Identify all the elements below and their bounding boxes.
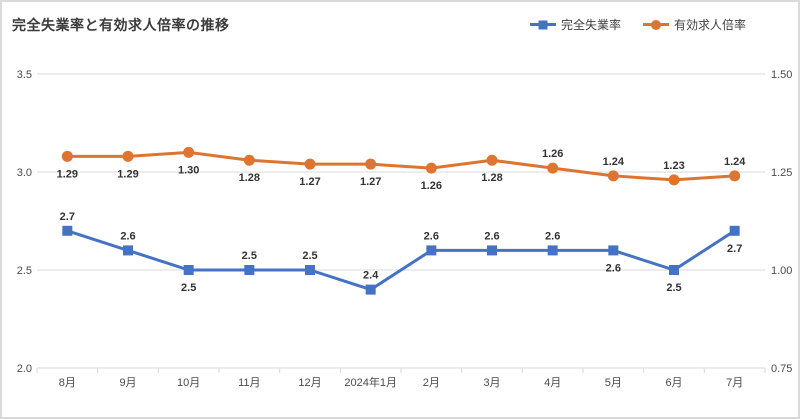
data-point-marker — [123, 245, 133, 256]
data-point-marker — [243, 154, 255, 166]
x-axis-category-label: 5月 — [605, 377, 622, 389]
x-axis-category-label: 8月 — [59, 377, 76, 389]
data-point-marker — [183, 146, 195, 158]
data-label: 2.5 — [666, 282, 681, 294]
series-line-有効求人倍率 — [67, 150, 735, 182]
data-label: 1.24 — [724, 156, 746, 168]
data-point-marker — [183, 265, 194, 275]
legend-item-job-ratio: 有効求人倍率 — [642, 16, 746, 33]
data-label: 2.6 — [484, 230, 499, 242]
data-point-marker — [365, 158, 377, 170]
data-point-marker — [729, 170, 741, 182]
data-label: 2.7 — [60, 211, 75, 223]
left-axis-tick-label: 3.5 — [17, 69, 32, 81]
data-point-marker — [365, 284, 376, 295]
x-axis-category-label: 10月 — [177, 377, 200, 389]
series-line-完全失業率 — [66, 229, 736, 292]
data-point-marker — [305, 265, 315, 275]
data-point-marker — [729, 225, 740, 236]
data-point-marker — [607, 170, 619, 182]
data-label: 1.29 — [117, 168, 138, 180]
x-axis-category-label: 4月 — [544, 377, 561, 389]
right-axis-tick-label: 0.75 — [771, 363, 792, 375]
legend-item-unemployment: 完全失業率 — [529, 16, 621, 33]
data-label: 2.6 — [424, 230, 439, 242]
data-label: 1.30 — [178, 164, 199, 176]
data-point-marker — [244, 265, 255, 275]
x-axis-category-label: 2月 — [423, 377, 440, 389]
data-label: 2.5 — [181, 282, 196, 294]
unemployment-line-square-icon — [529, 19, 556, 30]
data-label: 2.4 — [363, 270, 379, 282]
data-label: 1.28 — [481, 172, 502, 184]
x-axis-category-label: 6月 — [665, 377, 682, 389]
data-point-marker — [304, 158, 316, 170]
x-axis-category-label: 7月 — [726, 377, 743, 389]
data-label: 1.24 — [603, 156, 625, 168]
legend-label-job-ratio: 有効求人倍率 — [673, 18, 746, 32]
data-point-marker — [62, 225, 73, 236]
data-label: 2.7 — [727, 243, 742, 255]
data-point-marker — [122, 150, 134, 162]
right-axis-tick-label: 1.50 — [771, 69, 792, 81]
data-label: 2.6 — [120, 230, 135, 242]
data-label: 2.6 — [545, 230, 560, 242]
data-label: 2.5 — [302, 250, 317, 262]
data-label: 1.29 — [57, 168, 78, 180]
data-point-marker — [425, 162, 437, 174]
left-axis-tick-label: 2.0 — [17, 363, 32, 375]
data-point-marker — [608, 245, 619, 256]
data-point-marker — [426, 245, 437, 256]
data-label: 2.6 — [606, 262, 621, 274]
left-axis-tick-label: 3.0 — [17, 167, 32, 179]
data-point-marker — [547, 162, 559, 174]
data-label: 1.23 — [663, 160, 684, 172]
x-axis-category-label: 3月 — [483, 377, 500, 389]
right-axis-tick-label: 1.25 — [771, 167, 792, 179]
data-label: 1.28 — [239, 172, 260, 184]
right-axis-tick-label: 1.00 — [771, 265, 792, 277]
data-point-marker — [547, 245, 558, 256]
data-label: 1.27 — [360, 176, 381, 188]
data-label: 1.26 — [421, 180, 442, 192]
data-point-marker — [668, 174, 680, 186]
data-label: 2.5 — [242, 250, 257, 262]
data-point-marker — [487, 245, 497, 256]
x-axis-category-label: 2024年1月 — [344, 375, 397, 389]
data-point-marker — [669, 265, 679, 275]
chart-title: 完全失業率と有効求人倍率の推移 — [12, 17, 230, 33]
left-axis-tick-label: 2.5 — [17, 265, 32, 277]
x-axis-category-label: 11月 — [238, 377, 260, 389]
data-label: 1.27 — [299, 176, 320, 188]
legend-label-unemployment: 完全失業率 — [560, 18, 621, 32]
x-axis-category-label: 9月 — [119, 377, 136, 389]
job-ratio-line-circle-icon — [642, 19, 669, 30]
data-point-marker — [61, 150, 73, 162]
data-point-marker — [486, 154, 498, 166]
chart-legend: 完全失業率 有効求人倍率 — [529, 16, 746, 33]
x-axis-category-label: 12月 — [298, 377, 321, 389]
data-label: 1.26 — [542, 148, 563, 160]
